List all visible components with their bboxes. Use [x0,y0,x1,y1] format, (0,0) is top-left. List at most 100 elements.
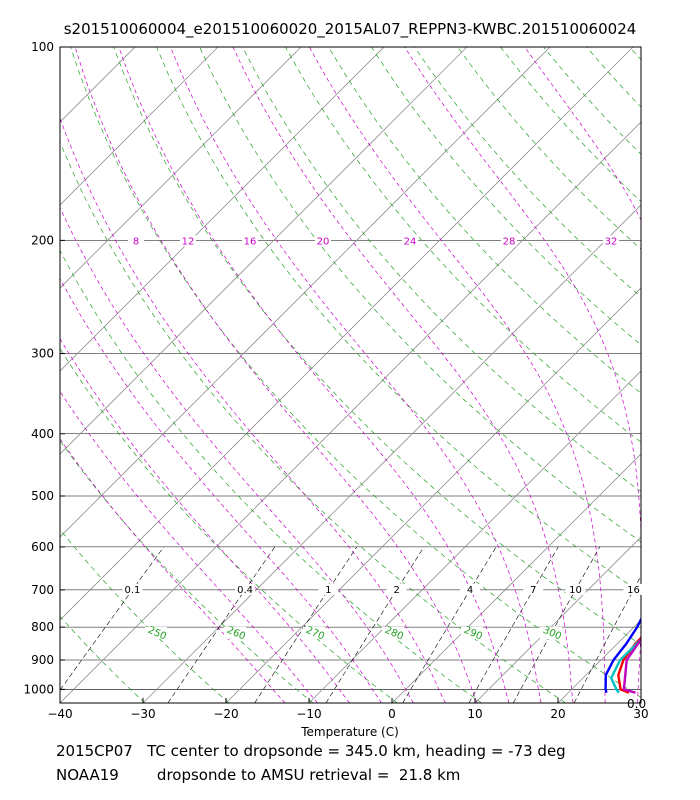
moist-adiabat-label: 8 [133,236,139,247]
dry-adiabat-line [60,141,566,703]
isotherm-line [225,287,641,703]
isotherm-line [142,204,641,703]
y-tick-label: 400 [31,427,54,441]
dry-adiabat-line [586,47,641,108]
y-tick-label: 200 [31,233,54,247]
moist-adiabat-line [74,47,478,703]
y-tick-label: 300 [31,346,54,360]
moist-adiabat-line [60,206,414,703]
dry-adiabat-label-bg [303,627,325,639]
mixing-ratio-label-bg [318,583,339,595]
dry-adiabat-line [113,47,641,646]
x-tick-label: 10 [467,707,482,721]
background-lines [0,47,700,703]
x-axis-label: Temperature (C) [300,725,399,739]
isotherm-line [557,619,641,703]
mixing-ratio-line [167,546,276,703]
dry-adiabat-line [60,347,398,703]
mixing-ratio-label: 7 [530,585,536,596]
x-tick-label: 0 [388,707,396,721]
y-tick-label: 600 [31,540,54,554]
x-tick-label: 30 [633,707,648,721]
moist-adiabat-label: 20 [317,236,330,247]
dry-adiabat-line [414,47,641,298]
moist-adiabat-line [309,47,606,703]
mixing-ratio-label: 1 [325,585,331,596]
isotherm-line [474,536,641,703]
isotherm-line [60,47,136,123]
x-tick-label: −20 [213,707,238,721]
mixing-ratio-line [573,575,641,703]
mixing-ratio-line [254,546,358,703]
dry-adiabat-label-bg [224,627,246,639]
moist-adiabat-label-bg [402,235,418,247]
dry-adiabat-label-bg [145,627,167,639]
dry-adiabat-line [500,47,641,203]
moist-adiabat-line [670,47,700,703]
moist-adiabat-label: 28 [503,236,516,247]
amsu-retrieval-upper-line [622,637,641,694]
isotherm-line [60,47,219,206]
dry-adiabat-label-bg [382,627,404,639]
moist-adiabat-line [60,390,318,703]
x-tick-label: −30 [130,707,155,721]
dry-adiabat-line [199,47,641,543]
moist-adiabat-label: 24 [404,236,417,247]
isotherm-line [60,47,468,455]
isotherm-line [308,370,641,703]
chart-title: s201510060004_e201510060020_2015AL07_REP… [63,20,637,38]
isotherm-line [640,702,641,703]
footer-line-2: NOAA19 dropsonde to AMSU retrieval = 21.… [56,766,461,784]
y-tick-label: 900 [31,653,54,667]
isotherm-line [60,47,302,289]
dry-adiabat-line [629,47,641,61]
dry-adiabat-line [673,47,700,703]
mixing-ratio-label-bg [460,583,481,595]
amsu-retrieval-temperature-line [604,616,641,694]
moist-adiabat-label: 12 [182,236,195,247]
moist-adiabat-label-bg [242,235,258,247]
y-tick-label: 100 [31,40,54,54]
dry-adiabat-label-bg [461,627,483,639]
y-tick-label: 800 [31,620,54,634]
dropsonde-dewpoint-line [610,637,641,694]
moist-adiabat-line [60,117,446,703]
x-tick-label: −10 [296,707,321,721]
moist-adiabat-line [118,47,510,703]
y-tick-label: 1000 [23,682,54,696]
axes: −40 −30 −20 −10 0 10 20 30 100 200 300 400 500 600 700… [23,40,648,721]
dry-adiabat-line [156,47,641,594]
dry-adiabat-line [60,249,482,703]
mixing-ratio-label: 10 [569,585,582,596]
y-tick-label: 500 [31,489,54,503]
moist-adiabat-line [60,338,350,703]
mixing-ratio-label-bg [623,583,644,595]
plot-frame [59,46,642,704]
mixing-ratio-label-bg [565,583,586,595]
isotherm-line [60,47,634,621]
mixing-ratio-line [60,546,165,691]
isotherm-line [60,47,385,372]
footer-line-1: 2015CP07 TC center to dropsonde = 345.0 … [56,742,566,760]
dry-adiabat-line [60,528,230,703]
mixing-ratio-label: 16 [627,585,640,596]
mixing-ratio-label-bg [235,583,256,595]
moist-adiabat-line [404,47,641,703]
moist-adiabat-label-bg [315,235,331,247]
dry-adiabat-line [60,615,146,703]
moist-adiabat-label: 16 [244,236,257,247]
data-series [604,616,641,694]
moist-adiabat-line [170,47,542,703]
dry-adiabat-line [70,47,641,698]
isotherm-line [0,47,52,703]
isotherm-line [60,121,641,703]
mixing-ratio-label: 0.4 [237,585,253,596]
mixing-ratio-label: 2 [393,585,399,596]
mixing-ratio-label-bg [523,583,544,595]
dry-adiabat-line [285,47,641,443]
dry-adiabat-line [457,47,641,250]
mixing-ratio-line [512,546,601,703]
dry-adiabat-line [328,47,641,394]
mixing-ratio-label: 4 [467,585,473,596]
